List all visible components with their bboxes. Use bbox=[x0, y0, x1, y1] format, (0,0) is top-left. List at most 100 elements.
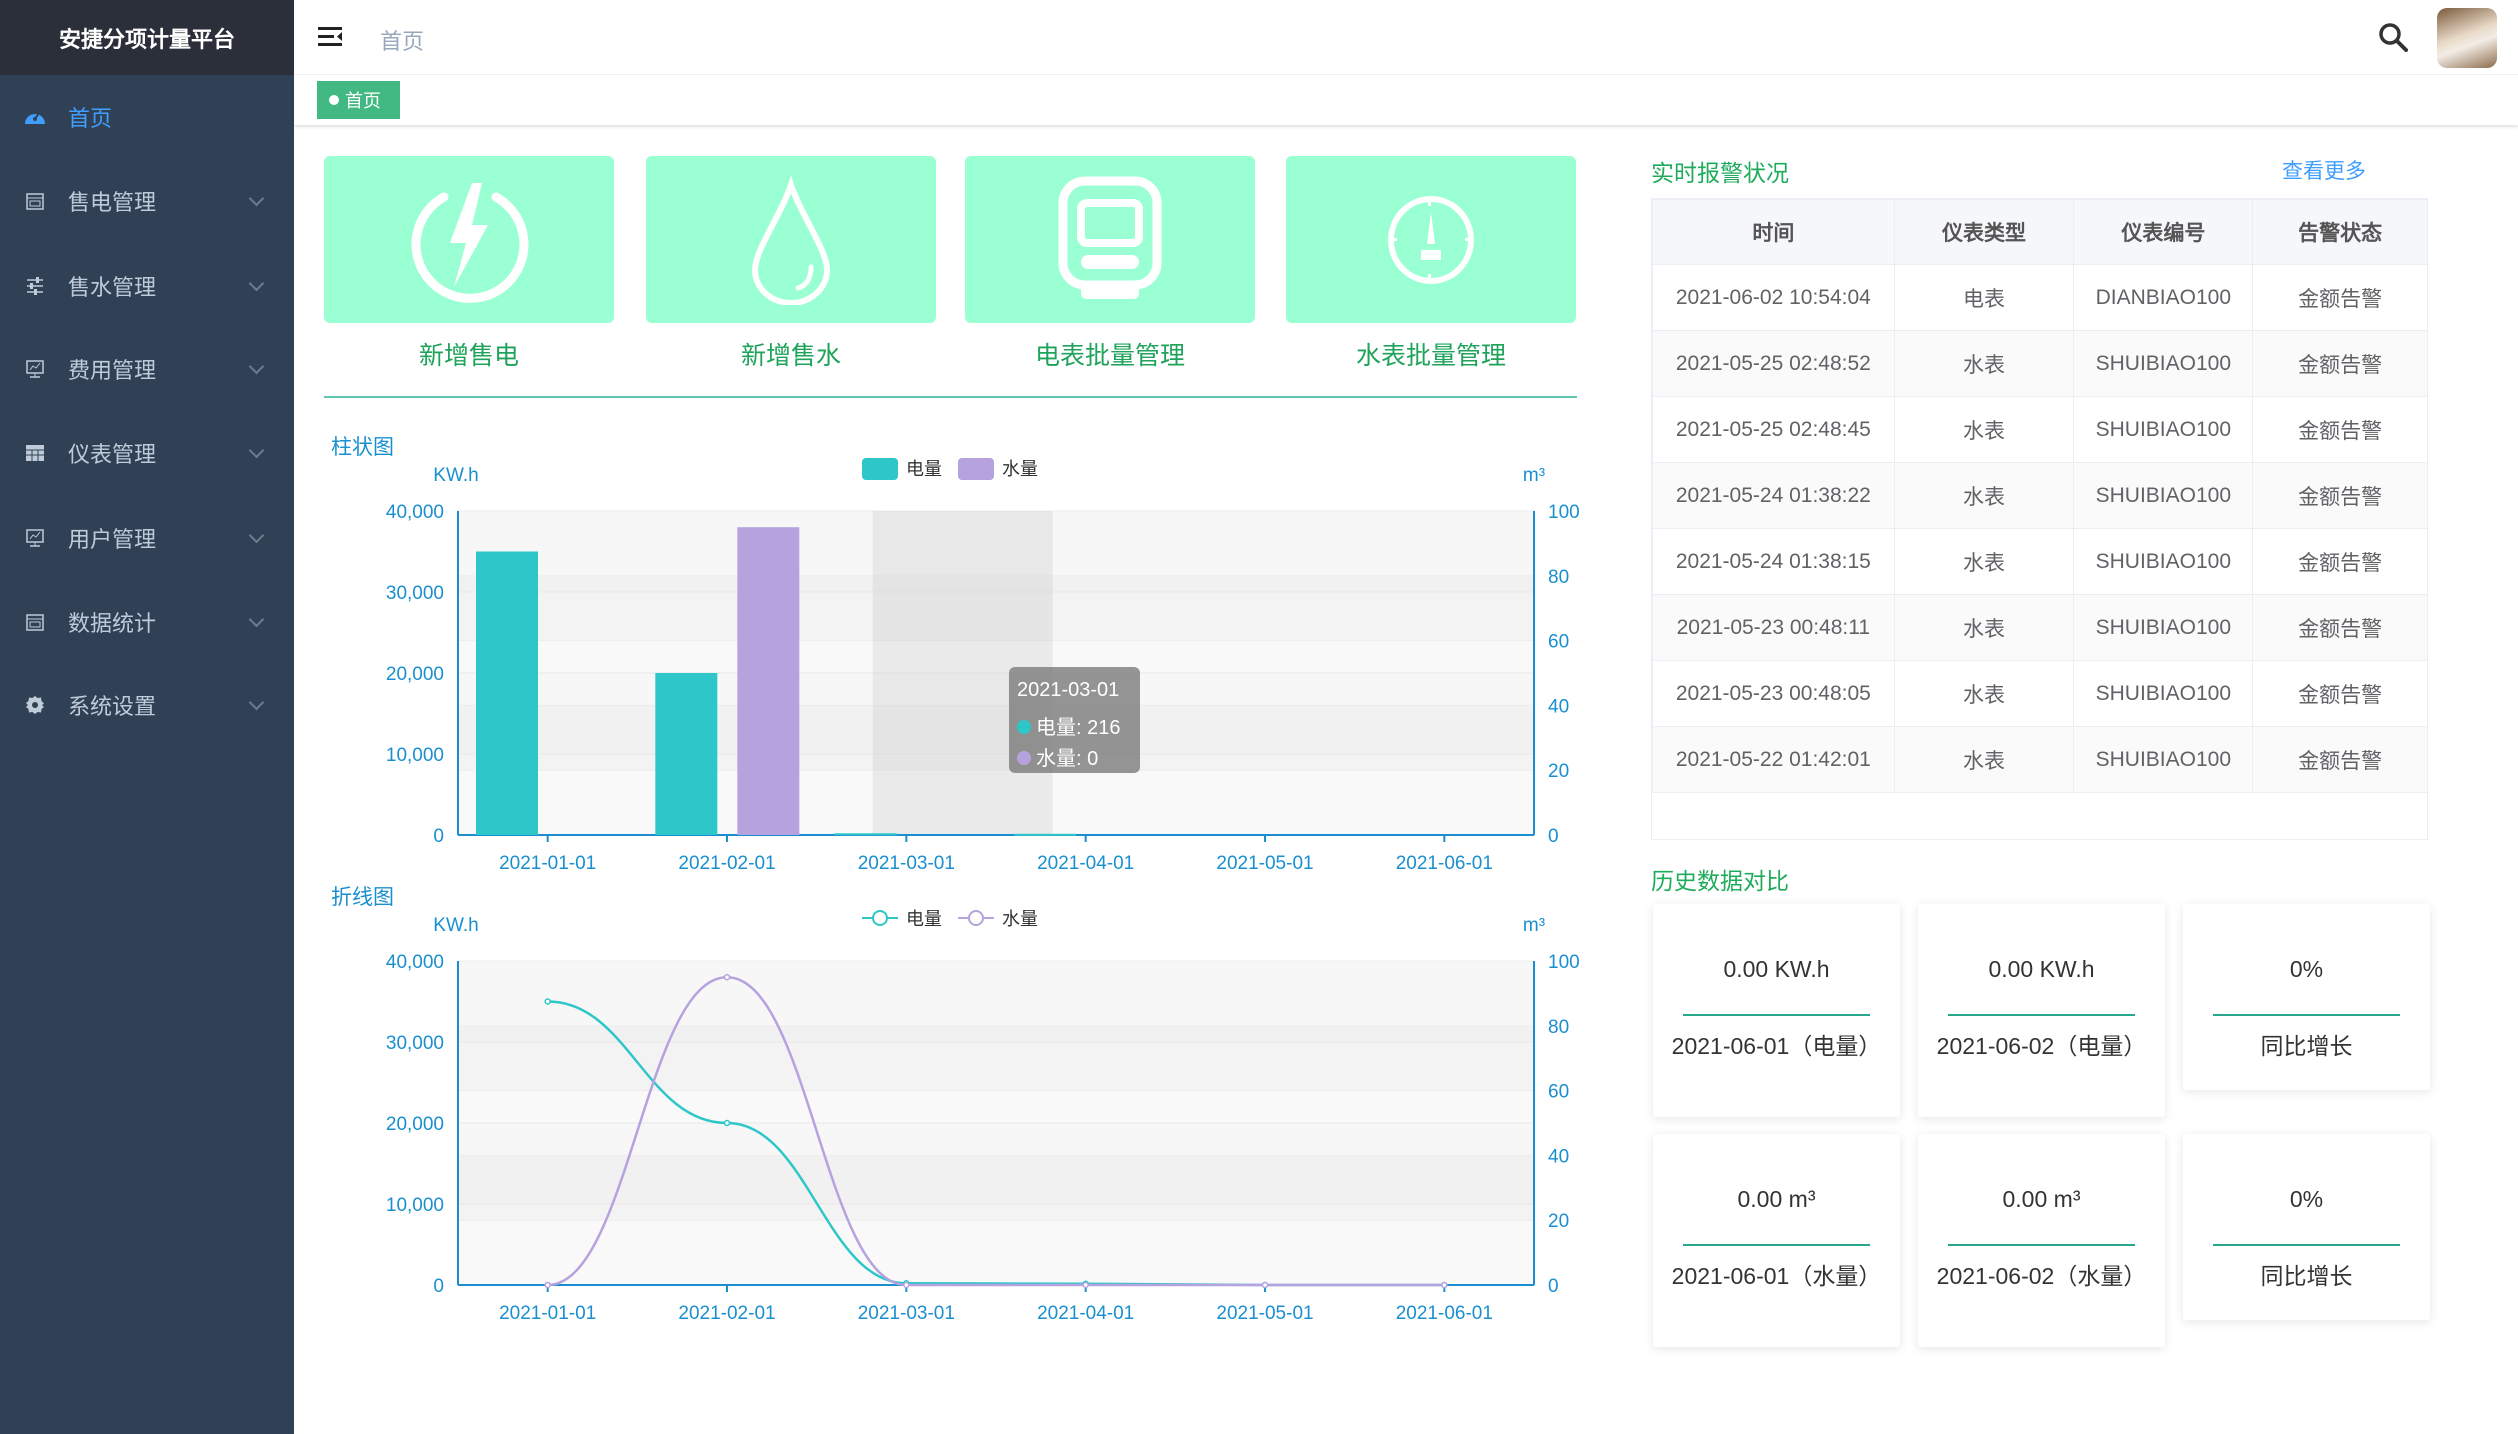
sidebar-item-label: 系统设置 bbox=[68, 694, 157, 719]
legend-swatch bbox=[958, 458, 994, 480]
tile-label: 新增售电 bbox=[418, 342, 519, 370]
column-header: 告警状态 bbox=[2252, 199, 2428, 265]
bar-elec bbox=[655, 673, 718, 835]
sidebar-item-7[interactable]: 系统设置 bbox=[0, 663, 294, 747]
sidebar-item-label: 首页 bbox=[68, 106, 113, 131]
table-cell: 金额告警 bbox=[2252, 660, 2428, 727]
tile-electric-meter-batch[interactable] bbox=[965, 156, 1255, 323]
sidebar-item-3[interactable]: 费用管理 bbox=[0, 327, 294, 411]
table-cell: 金额告警 bbox=[2252, 594, 2428, 661]
table-row[interactable]: 2021-06-02 10:54:04 电表 DIANBIAO100 金额告警 bbox=[1652, 264, 2428, 331]
tooltip-marker bbox=[1017, 720, 1031, 734]
data-point bbox=[544, 998, 551, 1005]
y2-tick-label: 80 bbox=[1548, 1017, 1569, 1038]
tags-view bbox=[294, 75, 2518, 125]
tile-new-water-sale[interactable] bbox=[646, 156, 936, 323]
x-tick-label: 2021-02-01 bbox=[678, 853, 775, 870]
table-cell: DIANBIAO100 bbox=[2073, 264, 2254, 331]
bar-chart-title: 柱状图 bbox=[331, 436, 394, 459]
bar-water bbox=[737, 527, 800, 835]
x-tick-label: 2021-04-01 bbox=[1037, 1303, 1134, 1320]
table-cell: 2021-06-02 10:54:04 bbox=[1652, 264, 1895, 331]
bar-chart[interactable]: 0 10,000 20,000 30,000 40,000 0 20 40 60 80 100 202… bbox=[320, 450, 1600, 870]
table-icon bbox=[24, 442, 46, 464]
monitor-chart-icon bbox=[24, 358, 46, 380]
chevron-down-icon bbox=[248, 358, 265, 375]
table-row[interactable]: 2021-05-24 01:38:15 水表 SHUIBIAO100 金额告警 bbox=[1652, 528, 2428, 595]
data-point bbox=[1082, 1281, 1089, 1289]
card-label: 2021-06-02（电量） bbox=[1936, 1033, 2147, 1059]
table-cell: 金额告警 bbox=[2252, 726, 2428, 793]
split-area bbox=[458, 511, 1534, 592]
y-axis-unit: KW.h bbox=[433, 465, 478, 486]
sidebar-item-label: 仪表管理 bbox=[68, 442, 157, 467]
y2-tick-label: 0 bbox=[1548, 826, 1559, 847]
y-tick-label: 0 bbox=[433, 1276, 444, 1297]
chevron-down-icon bbox=[248, 611, 265, 628]
tag-home[interactable]: 首页 bbox=[317, 81, 400, 119]
card-value: 0.00 m³ bbox=[2002, 1186, 2081, 1212]
avatar[interactable] bbox=[2437, 8, 2497, 68]
sidebar-item-4[interactable]: 仪表管理 bbox=[0, 411, 294, 495]
card-divider bbox=[2213, 1014, 2400, 1016]
history-card: 0.00 m³ 2021-06-01（水量） bbox=[1653, 1134, 1900, 1347]
table-row[interactable]: 2021-05-23 00:48:05 水表 SHUIBIAO100 金额告警 bbox=[1652, 660, 2428, 727]
y2-tick-label: 80 bbox=[1548, 567, 1569, 588]
sidebar-item-6[interactable]: 数据统计 bbox=[0, 580, 294, 664]
table-row[interactable]: 2021-05-24 01:38:22 水表 SHUIBIAO100 金额告警 bbox=[1652, 462, 2428, 529]
breadcrumb[interactable]: 首页 bbox=[380, 29, 425, 54]
y2-axis-unit: m³ bbox=[1523, 465, 1545, 486]
line-chart[interactable]: 0 10,000 20,000 30,000 40,000 0 20 40 60 80 100 202… bbox=[320, 900, 1600, 1320]
gear-icon bbox=[24, 694, 46, 716]
split-area bbox=[458, 1220, 1534, 1285]
split-area bbox=[458, 770, 1534, 835]
table-cell: 2021-05-24 01:38:22 bbox=[1652, 462, 1895, 529]
table-cell: 金额告警 bbox=[2252, 396, 2428, 463]
card-value: 0.00 m³ bbox=[1737, 1186, 1816, 1212]
chevron-down-icon bbox=[248, 190, 265, 207]
card-divider bbox=[1948, 1244, 2135, 1246]
sidebar-item-1[interactable]: 售电管理 bbox=[0, 159, 294, 243]
lightning-power-icon bbox=[411, 182, 529, 303]
table-row[interactable]: 2021-05-25 02:48:52 水表 SHUIBIAO100 金额告警 bbox=[1652, 330, 2428, 397]
view-more-link[interactable]: 查看更多 bbox=[2282, 160, 2366, 183]
alarms-title: 实时报警状况 bbox=[1651, 160, 1789, 186]
card-divider bbox=[1683, 1244, 1870, 1246]
column-header: 时间 bbox=[1652, 199, 1895, 265]
x-tick-label: 2021-03-01 bbox=[858, 853, 955, 870]
tile-water-meter-batch[interactable] bbox=[1286, 156, 1576, 323]
table-cell: 金额告警 bbox=[2252, 330, 2428, 397]
table-cell: 水表 bbox=[1893, 396, 2075, 463]
data-point bbox=[1441, 1281, 1448, 1289]
sidebar-item-0[interactable]: 首页 bbox=[0, 75, 294, 159]
card-divider bbox=[1683, 1014, 1870, 1016]
table-cell: 金额告警 bbox=[2252, 462, 2428, 529]
table-row[interactable]: 2021-05-22 01:42:01 水表 SHUIBIAO100 金额告警 bbox=[1652, 726, 2428, 793]
search-icon[interactable] bbox=[2378, 22, 2408, 57]
calendar-icon bbox=[24, 611, 46, 633]
water-drop-icon bbox=[751, 175, 831, 305]
x-tick-label: 2021-04-01 bbox=[1037, 853, 1134, 870]
history-card: 0% 同比增长 bbox=[2183, 1134, 2430, 1320]
electric-meter-icon bbox=[1058, 176, 1162, 299]
app-title: 安捷分项计量平台 bbox=[0, 0, 294, 75]
table-row[interactable]: 2021-05-23 00:48:11 水表 SHUIBIAO100 金额告警 bbox=[1652, 594, 2428, 661]
card-label: 2021-06-01（水量） bbox=[1671, 1263, 1882, 1289]
tooltip-line: 水量: 0 bbox=[1036, 747, 1098, 770]
table-cell: 金额告警 bbox=[2252, 264, 2428, 331]
tile-new-electricity-sale[interactable] bbox=[324, 156, 614, 323]
sidebar-item-5[interactable]: 用户管理 bbox=[0, 496, 294, 580]
data-point bbox=[544, 1281, 551, 1289]
tooltip-line: 电量: 216 bbox=[1036, 716, 1120, 739]
y-tick-label: 10,000 bbox=[386, 1195, 444, 1216]
sidebar-item-label: 售电管理 bbox=[68, 190, 157, 215]
split-area bbox=[458, 673, 1534, 754]
card-value: 0% bbox=[2289, 956, 2324, 982]
hamburger-icon[interactable] bbox=[318, 26, 342, 48]
table-cell: 2021-05-22 01:42:01 bbox=[1652, 726, 1895, 793]
sidebar-item-2[interactable]: 售水管理 bbox=[0, 244, 294, 328]
table-row[interactable]: 2021-05-25 02:48:45 水表 SHUIBIAO100 金额告警 bbox=[1652, 396, 2428, 463]
table-cell: SHUIBIAO100 bbox=[2073, 594, 2254, 661]
y2-tick-label: 40 bbox=[1548, 1146, 1569, 1167]
card-divider bbox=[1948, 1014, 2135, 1016]
